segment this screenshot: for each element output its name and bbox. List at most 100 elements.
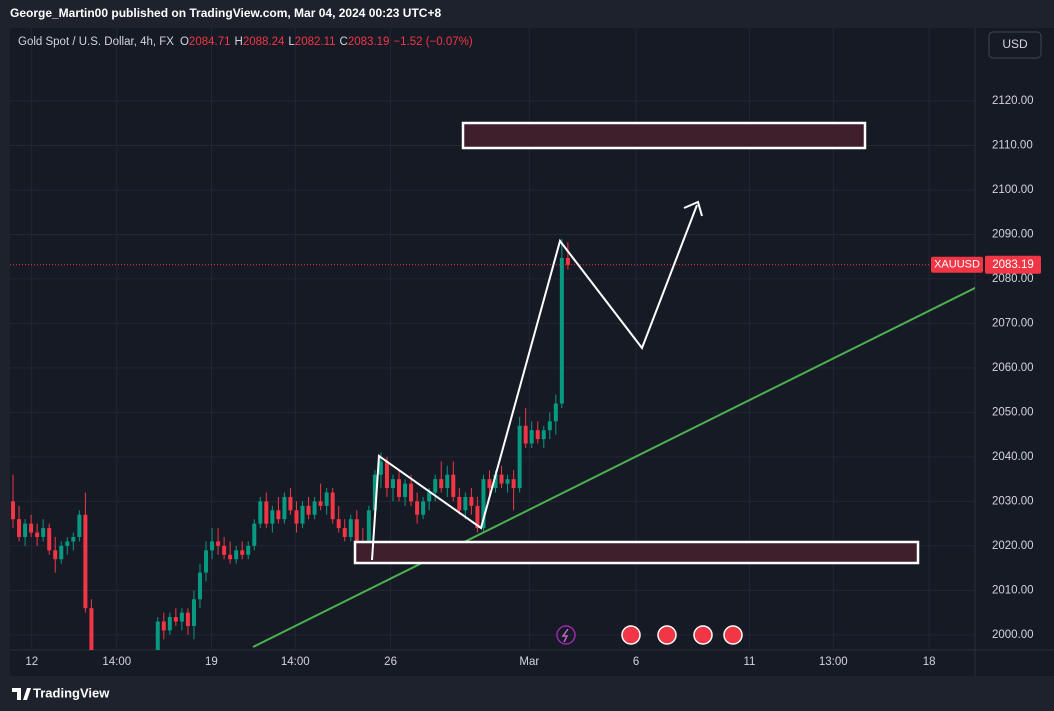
event-icon — [561, 628, 569, 643]
candle-body — [348, 519, 353, 537]
events — [556, 625, 743, 645]
candle-body — [258, 501, 263, 524]
y-tick-label: 2030.00 — [992, 495, 1034, 507]
trend-line — [252, 286, 975, 648]
currency-button[interactable] — [988, 31, 1042, 59]
zone — [461, 121, 867, 150]
y-tick-label: 2010.00 — [992, 584, 1034, 596]
candle-body — [65, 541, 70, 546]
candle-body — [517, 425, 522, 489]
candle-body — [222, 545, 227, 555]
currency[interactable]: USD — [1002, 37, 1028, 51]
candle-body — [89, 608, 94, 650]
y-tick-label: 2110.00 — [992, 139, 1033, 151]
candle-body — [300, 505, 305, 524]
candle-body — [499, 474, 504, 484]
candle-body — [288, 496, 293, 511]
y-tick-label: 2120.00 — [992, 95, 1034, 107]
candle-body — [451, 474, 456, 497]
x-tick-label: 6 — [633, 656, 639, 668]
x-tick-label: 14:00 — [102, 656, 131, 668]
candle-body — [439, 479, 444, 489]
candle-body — [71, 536, 76, 542]
candle-body — [191, 599, 196, 626]
candle-body — [372, 474, 377, 511]
x-tick-label: 19 — [205, 656, 218, 668]
candle-body — [378, 461, 383, 475]
candle-body — [216, 541, 221, 546]
candle-body — [421, 501, 426, 515]
candle-body — [415, 501, 420, 515]
candle-body — [228, 554, 233, 560]
candle-body — [397, 479, 402, 497]
price-label: 2083.19 — [992, 259, 1034, 271]
candle-body — [35, 532, 40, 537]
candle-body — [306, 505, 311, 515]
legend-item: 2083.19 — [348, 36, 390, 48]
event-icon — [621, 625, 641, 645]
candle-body — [384, 461, 389, 489]
candle-body — [23, 523, 28, 537]
candle-body — [541, 430, 546, 440]
legend-item: Gold Spot / U.S. Dollar, 4h, FX — [18, 36, 174, 48]
legend-item: 2088.24 — [243, 36, 285, 48]
candle-body — [390, 479, 395, 489]
x-tick-label: 18 — [923, 656, 936, 668]
candle-body — [161, 621, 166, 631]
candles — [10, 238, 975, 650]
candle-body — [53, 550, 58, 560]
candle-body — [185, 612, 190, 626]
candle-body — [403, 483, 408, 497]
candle-body — [324, 492, 329, 506]
x-tick-label: Mar — [519, 656, 539, 668]
candle-body — [276, 510, 281, 520]
candle-body — [469, 496, 474, 506]
candle-body — [47, 528, 52, 551]
y-tick-label: 2060.00 — [992, 362, 1034, 374]
y-tick-label: 2020.00 — [992, 540, 1034, 552]
candle-body — [204, 550, 209, 573]
brand: TradingView — [33, 685, 110, 700]
candle-body — [547, 421, 552, 431]
arrow-head — [683, 200, 703, 217]
price-tag: XAUUSD 2083.19 — [931, 255, 1041, 274]
candle-body — [197, 572, 202, 600]
candle-body — [354, 519, 359, 542]
event-icon — [657, 625, 677, 645]
zone — [353, 540, 920, 565]
byline: George_Martin00 published on TradingView… — [10, 6, 441, 20]
x-tick-label: 11 — [743, 656, 755, 668]
candle-body — [366, 510, 371, 560]
candle-body — [312, 501, 317, 515]
candle-body — [523, 425, 528, 444]
x-tick-label: 26 — [384, 656, 397, 668]
candle-body — [318, 501, 323, 506]
candle-body — [179, 612, 184, 622]
candle-body — [427, 492, 432, 502]
path-drawing — [371, 204, 698, 561]
x-tick-label: 12 — [25, 656, 38, 668]
candle-body — [282, 496, 287, 520]
candle-body — [264, 501, 269, 524]
candle-body — [77, 514, 82, 537]
candle-body — [336, 519, 341, 529]
candle-body — [457, 496, 462, 511]
candle-body — [11, 501, 16, 520]
legend-item: 2082.11 — [295, 36, 336, 48]
event-icon — [693, 625, 713, 645]
candle-body — [535, 430, 540, 440]
candle-body — [529, 430, 534, 444]
candle-body — [553, 403, 558, 422]
y-tick-label: 2000.00 — [992, 629, 1034, 641]
legend: Gold Spot / U.S. Dollar, 4h, FX O2084.71 H… — [18, 36, 473, 48]
legend-item: −1.52 (−0.07%) — [393, 36, 472, 48]
legend-item: O — [180, 36, 189, 48]
event-icon — [723, 625, 743, 645]
x-tick-label: 14:00 — [281, 656, 310, 668]
price-tag-box — [985, 255, 1041, 274]
candle-body — [559, 257, 564, 404]
candle-body — [342, 528, 347, 537]
candle-body — [59, 545, 64, 560]
